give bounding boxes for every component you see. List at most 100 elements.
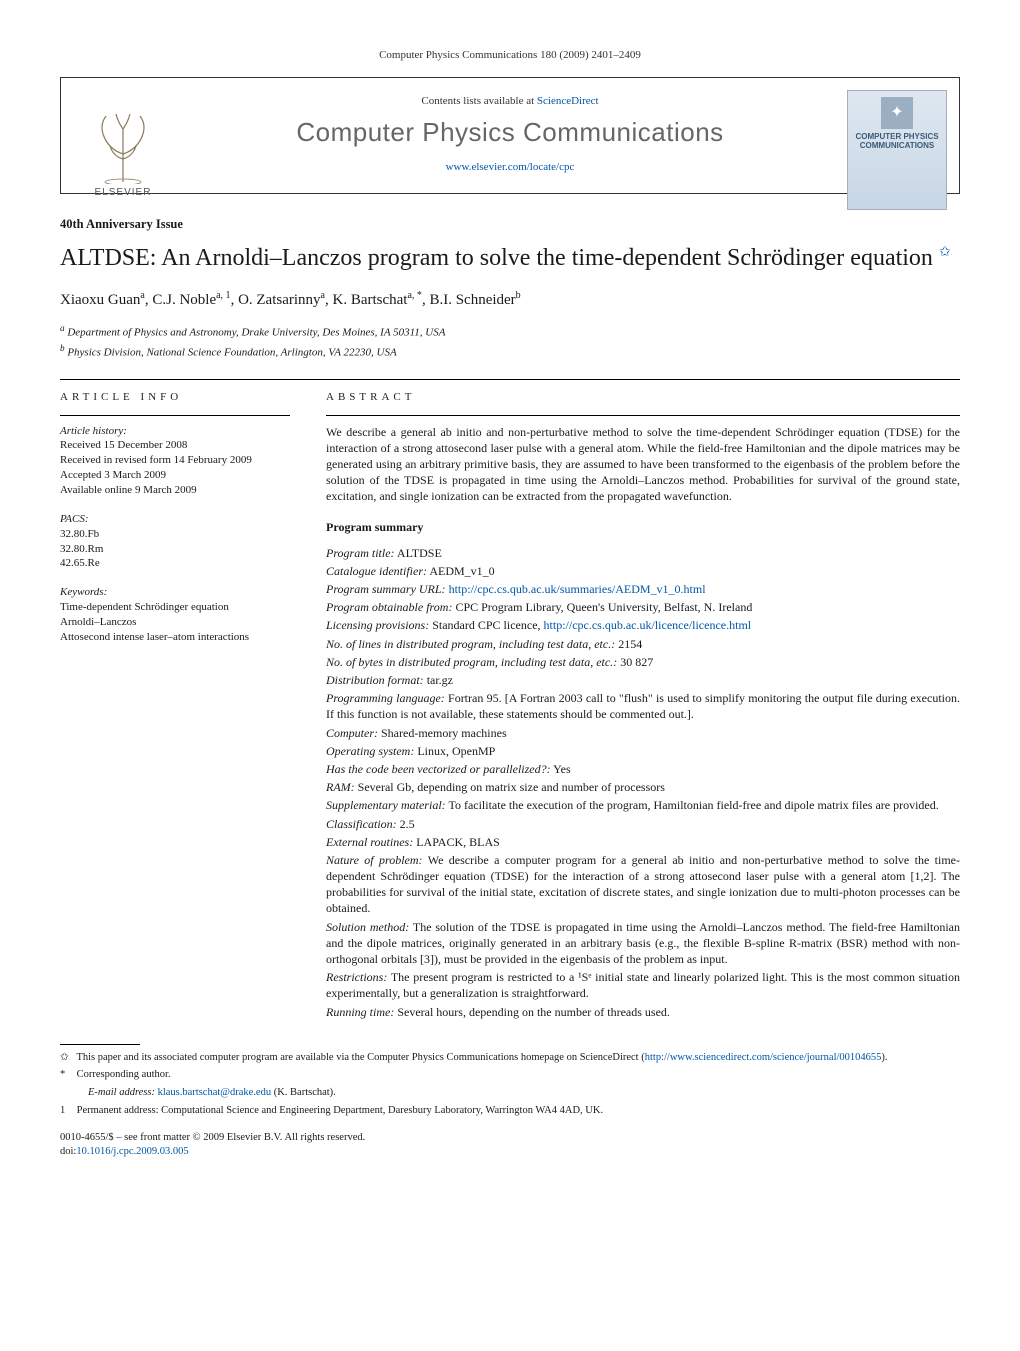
- ps-value: CPC Program Library, Queen's University,…: [455, 600, 752, 614]
- issue-label: 40th Anniversary Issue: [60, 216, 960, 233]
- ps-label: No. of bytes in distributed program, inc…: [326, 655, 617, 669]
- program-summary-item: Operating system: Linux, OpenMP: [326, 743, 960, 759]
- ps-value: LAPACK, BLAS: [416, 835, 500, 849]
- rule-info: [60, 415, 290, 416]
- ps-label: Restrictions:: [326, 970, 387, 984]
- abstract-column: ABSTRACT We describe a general ab initio…: [326, 390, 960, 1022]
- history-heading: Article history:: [60, 424, 290, 439]
- history-line: Received in revised form 14 February 200…: [60, 453, 290, 468]
- footnote-star-after: ).: [881, 1052, 887, 1063]
- doi-line: doi:10.1016/j.cpc.2009.03.005: [60, 1145, 960, 1159]
- footnote-perm-sym: 1: [60, 1104, 74, 1119]
- elsevier-tree-icon: [88, 104, 158, 184]
- ps-label: No. of lines in distributed program, inc…: [326, 637, 615, 651]
- program-summary-item: Computer: Shared-memory machines: [326, 725, 960, 741]
- keyword-line: Arnoldi–Lanczos: [60, 615, 290, 630]
- article-info-heading: ARTICLE INFO: [60, 390, 290, 405]
- ps-value: AEDM_v1_0: [429, 564, 494, 578]
- ps-label: Nature of problem:: [326, 853, 423, 867]
- footnote-star-before: This paper and its associated computer p…: [76, 1052, 644, 1063]
- program-summary-item: Restrictions: The present program is res…: [326, 969, 960, 1001]
- journal-cover-line2: COMMUNICATIONS: [860, 142, 935, 151]
- ps-label: RAM:: [326, 780, 355, 794]
- ps-label: Operating system:: [326, 744, 414, 758]
- keyword-line: Time-dependent Schrödinger equation: [60, 600, 290, 615]
- article-title-text: ALTDSE: An Arnoldi–Lanczos program to so…: [60, 245, 933, 271]
- author: C.J. Noblea, 1: [152, 292, 230, 308]
- program-summary-item: Program obtainable from: CPC Program Lib…: [326, 599, 960, 615]
- ps-label: Supplementary material:: [326, 798, 446, 812]
- abstract-text: We describe a general ab initio and non-…: [326, 424, 960, 505]
- author: K. Bartschata, *: [333, 292, 422, 308]
- email-link[interactable]: klaus.bartschat@drake.edu: [158, 1087, 271, 1098]
- contents-line: Contents lists available at ScienceDirec…: [201, 94, 819, 109]
- history-line: Received 15 December 2008: [60, 438, 290, 453]
- footnote-corr-text: Corresponding author.: [77, 1069, 171, 1080]
- program-summary-item: Running time: Several hours, depending o…: [326, 1004, 960, 1020]
- copyright-line: 0010-4655/$ – see front matter © 2009 El…: [60, 1131, 960, 1145]
- ps-value: Several Gb, depending on matrix size and…: [358, 780, 665, 794]
- ps-label: Program obtainable from:: [326, 600, 452, 614]
- ps-link[interactable]: http://cpc.cs.qub.ac.uk/summaries/AEDM_v…: [449, 582, 706, 596]
- publisher-logo: ELSEVIER: [73, 90, 173, 200]
- sciencedirect-link[interactable]: ScienceDirect: [537, 95, 599, 107]
- history-line: Accepted 3 March 2009: [60, 468, 290, 483]
- abstract-heading: ABSTRACT: [326, 390, 960, 405]
- program-summary-item: RAM: Several Gb, depending on matrix siz…: [326, 779, 960, 795]
- journal-cover-icon: ✦: [881, 97, 913, 129]
- rule-top: [60, 379, 960, 380]
- ps-label: Catalogue identifier:: [326, 564, 427, 578]
- publisher-name: ELSEVIER: [95, 186, 152, 200]
- ps-value: To facilitate the execution of the progr…: [448, 798, 938, 812]
- ps-value: ALTDSE: [397, 546, 442, 560]
- footnote-star-sym: ✩: [60, 1051, 74, 1066]
- ps-link[interactable]: http://cpc.cs.qub.ac.uk/licence/licence.…: [544, 618, 752, 632]
- affiliation: a Department of Physics and Astronomy, D…: [60, 322, 960, 341]
- ps-label: Program summary URL:: [326, 582, 446, 596]
- doi-link[interactable]: 10.1016/j.cpc.2009.03.005: [76, 1146, 188, 1157]
- footnote-star: ✩ This paper and its associated computer…: [60, 1051, 960, 1066]
- ps-label: Program title:: [326, 546, 395, 560]
- pacs-heading: PACS:: [60, 512, 290, 527]
- program-summary-item: Solution method: The solution of the TDS…: [326, 919, 960, 968]
- ps-label: Has the code been vectorized or parallel…: [326, 762, 551, 776]
- ps-label: Programming language:: [326, 691, 445, 705]
- journal-homepage-link[interactable]: www.elsevier.com/locate/cpc: [446, 161, 575, 173]
- program-summary-item: Classification: 2.5: [326, 816, 960, 832]
- ps-value: 30 827: [620, 655, 653, 669]
- affiliation-list: a Department of Physics and Astronomy, D…: [60, 322, 960, 361]
- title-footnote-marker: ✩: [939, 245, 951, 260]
- pacs-block: PACS: 32.80.Fb32.80.Rm42.65.Re: [60, 512, 290, 571]
- pacs-line: 32.80.Rm: [60, 542, 290, 557]
- history-line: Available online 9 March 2009: [60, 483, 290, 498]
- program-summary-list: Program title: ALTDSE Catalogue identifie…: [326, 545, 960, 1020]
- article-info-column: ARTICLE INFO Article history: Received 1…: [60, 390, 290, 1022]
- keywords-block: Keywords: Time-dependent Schrödinger equ…: [60, 585, 290, 644]
- email-suffix: (K. Bartschat).: [271, 1087, 336, 1098]
- ps-label: Licensing provisions:: [326, 618, 429, 632]
- ps-label: Distribution format:: [326, 673, 424, 687]
- program-summary-item: No. of bytes in distributed program, inc…: [326, 654, 960, 670]
- program-summary-item: Licensing provisions: Standard CPC licen…: [326, 617, 960, 633]
- journal-cover-thumb: ✦ COMPUTER PHYSICS COMMUNICATIONS: [847, 90, 947, 210]
- email-label: E-mail address:: [88, 1087, 155, 1098]
- top-citation: Computer Physics Communications 180 (200…: [60, 48, 960, 63]
- ps-value: Standard CPC licence, http://cpc.cs.qub.…: [432, 618, 751, 632]
- footnote-rule: [60, 1044, 140, 1045]
- program-summary-item: Distribution format: tar.gz: [326, 672, 960, 688]
- footnote-email: E-mail address: klaus.bartschat@drake.ed…: [60, 1086, 960, 1101]
- ps-value: http://cpc.cs.qub.ac.uk/summaries/AEDM_v…: [449, 582, 706, 596]
- page-root: Computer Physics Communications 180 (200…: [0, 0, 1020, 1199]
- author: O. Zatsarinnya: [238, 292, 325, 308]
- ps-value: Several hours, depending on the number o…: [397, 1005, 670, 1019]
- contents-prefix: Contents lists available at: [421, 95, 536, 107]
- doi-label: doi:: [60, 1146, 76, 1157]
- author: B.I. Schneiderb: [429, 292, 520, 308]
- program-summary-item: Program title: ALTDSE: [326, 545, 960, 561]
- article-title: ALTDSE: An Arnoldi–Lanczos program to so…: [60, 243, 960, 273]
- footnote-star-link[interactable]: http://www.sciencedirect.com/science/jou…: [645, 1052, 882, 1063]
- ps-label: Classification:: [326, 817, 397, 831]
- program-summary-item: Catalogue identifier: AEDM_v1_0: [326, 563, 960, 579]
- ps-value: tar.gz: [427, 673, 453, 687]
- ps-value: Yes: [553, 762, 570, 776]
